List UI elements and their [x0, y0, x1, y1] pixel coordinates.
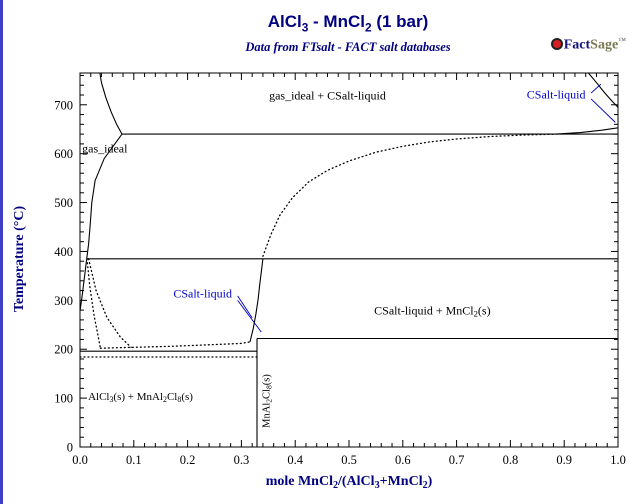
leader-line-1: [590, 98, 616, 123]
y-axis-title: Temperature (°C): [12, 205, 27, 313]
boundary-lens-dotted-left: [86, 258, 102, 349]
x-axis-title: mole MnCl2/(AlCl3+MnCl2): [265, 474, 433, 491]
x-tick-label: 0.6: [395, 453, 411, 467]
y-tick-label: 500: [54, 196, 73, 210]
factsage-logo-tm: ™: [618, 36, 626, 45]
boundary-liquidus-rise-solid: [249, 258, 264, 343]
boundary-gas-boundary-mid: [86, 133, 123, 259]
boundary-gas-boundary-lower: [79, 258, 88, 312]
leader-line-3: [237, 300, 262, 333]
leader-line-2: [237, 295, 253, 319]
y-tick-label: 300: [54, 294, 73, 308]
factsage-logo: FactSage™: [550, 36, 626, 54]
y-tick-label: 100: [54, 392, 73, 406]
x-tick-label: 0.4: [287, 453, 303, 467]
x-tick-label: 0.1: [126, 453, 142, 467]
x-tick-label: 0.3: [234, 453, 250, 467]
window-left-edge: [0, 0, 3, 504]
leader-line-0: [590, 83, 602, 94]
chart-subtitle: Data from FTsalt - FACT salt databases: [245, 40, 451, 54]
boundary-mncl2-liquidus-solid: [556, 127, 619, 135]
boundary-lens-dotted-right: [87, 258, 132, 348]
x-tick-label: 0.7: [449, 453, 465, 467]
x-tick-label: 0.5: [341, 453, 357, 467]
x-tick-label: 0.9: [556, 453, 572, 467]
plot-border: [79, 72, 619, 448]
factsage-logo-fact: Fact: [563, 37, 591, 53]
boundary-liquidus-dotted-upper: [262, 133, 557, 257]
y-tick-label: 200: [54, 343, 73, 357]
x-tick-label: 0.0: [72, 453, 88, 467]
boundary-liquidus-flat-dotted: [99, 341, 251, 349]
chart-title: AlCl3 - MnCl2 (1 bar): [267, 12, 429, 35]
y-tick-label: 700: [54, 98, 73, 112]
factsage-logo-sage: Sage: [590, 37, 619, 53]
y-tick-label: 0: [67, 441, 73, 455]
boundary-gas-boundary-upper: [99, 72, 123, 135]
y-tick-label: 400: [54, 245, 73, 259]
boundary-boiling-curve-right: [587, 72, 619, 108]
y-tick-label: 600: [54, 147, 73, 161]
x-tick-label: 0.2: [180, 453, 196, 467]
factsage-logo-ball-icon: [550, 37, 563, 50]
x-tick-label: 1.0: [610, 453, 626, 467]
x-tick-label: 0.8: [503, 453, 519, 467]
